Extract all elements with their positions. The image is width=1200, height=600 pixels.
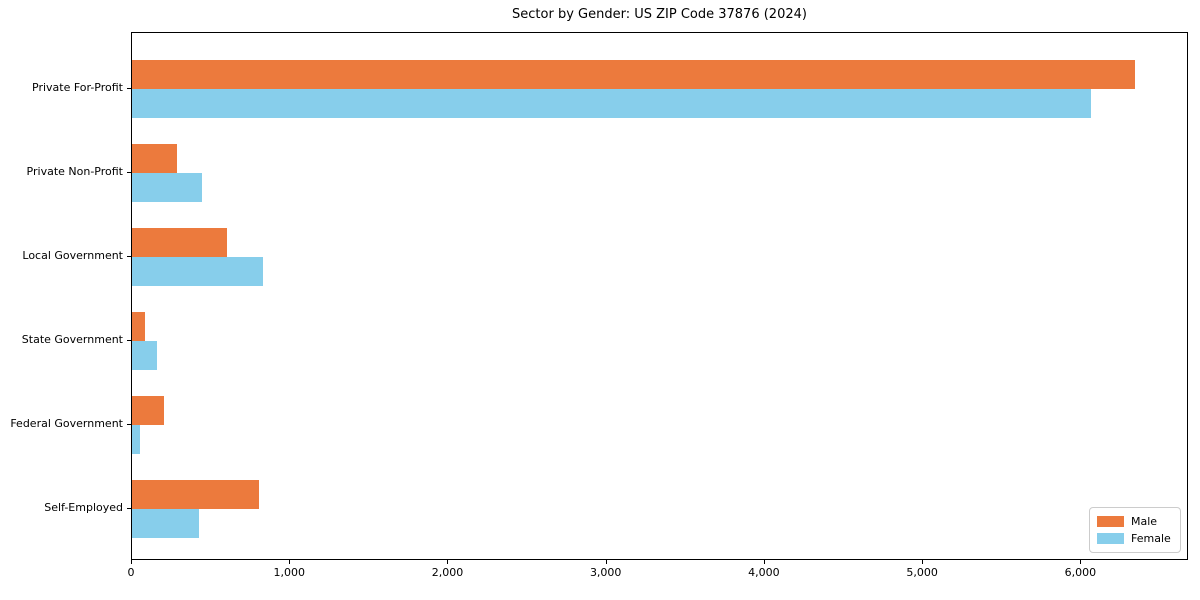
x-tick-label-1-000: 1,000: [273, 566, 305, 579]
y-tick-mark: [127, 171, 131, 173]
bar-female-federal-government: [132, 424, 140, 454]
female-swatch-icon: [1097, 533, 1124, 544]
bar-male-self-employed: [132, 479, 259, 509]
y-tick-mark: [127, 87, 131, 89]
y-axis-label-local-government: Local Government: [22, 248, 123, 262]
x-tick-label-3-000: 3,000: [589, 566, 622, 579]
legend-item-female: Female: [1097, 531, 1173, 547]
x-tick-mark: [289, 560, 291, 564]
bar-male-local-government: [132, 227, 227, 257]
y-tick-mark: [127, 339, 131, 341]
bar-male-private-non-profit: [132, 143, 178, 173]
x-tick-label-5-000: 5,000: [906, 566, 938, 579]
y-tick-mark: [127, 255, 131, 257]
y-tick-mark: [127, 423, 131, 425]
y-axis-label-self-employed: Self-Employed: [44, 500, 123, 514]
y-axis-label-federal-government: Federal Government: [10, 416, 123, 430]
x-tick-mark: [1080, 560, 1082, 564]
x-tick-mark: [922, 560, 924, 564]
y-axis-label-private-for-profit: Private For-Profit: [32, 80, 123, 94]
bar-female-private-non-profit: [132, 172, 202, 202]
x-tick-label-4-000: 4,000: [748, 566, 780, 579]
bar-female-local-government: [132, 256, 263, 286]
x-tick-mark: [447, 560, 449, 564]
legend-item-male: Male: [1097, 514, 1173, 530]
x-tick-label-0: 0: [127, 566, 135, 579]
bar-female-self-employed: [132, 508, 200, 538]
legend: Male Female: [1089, 507, 1181, 553]
x-tick-mark: [605, 560, 607, 564]
y-axis-label-state-government: State Government: [21, 332, 123, 346]
x-tick-mark: [131, 560, 132, 564]
legend-label-female: Female: [1131, 532, 1171, 545]
y-axis-label-private-non-profit: Private Non-Profit: [26, 164, 123, 178]
chart-title: Sector by Gender: US ZIP Code 37876 (202…: [512, 7, 807, 22]
bar-male-private-for-profit: [132, 59, 1136, 89]
bar-female-private-for-profit: [132, 88, 1091, 118]
y-tick-mark: [127, 507, 131, 509]
male-swatch-icon: [1097, 516, 1124, 527]
bar-female-state-government: [132, 340, 157, 370]
x-tick-label-6-000: 6,000: [1064, 566, 1097, 579]
legend-label-male: Male: [1131, 515, 1158, 528]
bar-male-federal-government: [132, 395, 164, 425]
x-tick-mark: [763, 560, 765, 564]
bar-male-state-government: [132, 311, 145, 341]
plot-area: [131, 32, 1188, 560]
x-tick-label-2-000: 2,000: [431, 566, 464, 579]
